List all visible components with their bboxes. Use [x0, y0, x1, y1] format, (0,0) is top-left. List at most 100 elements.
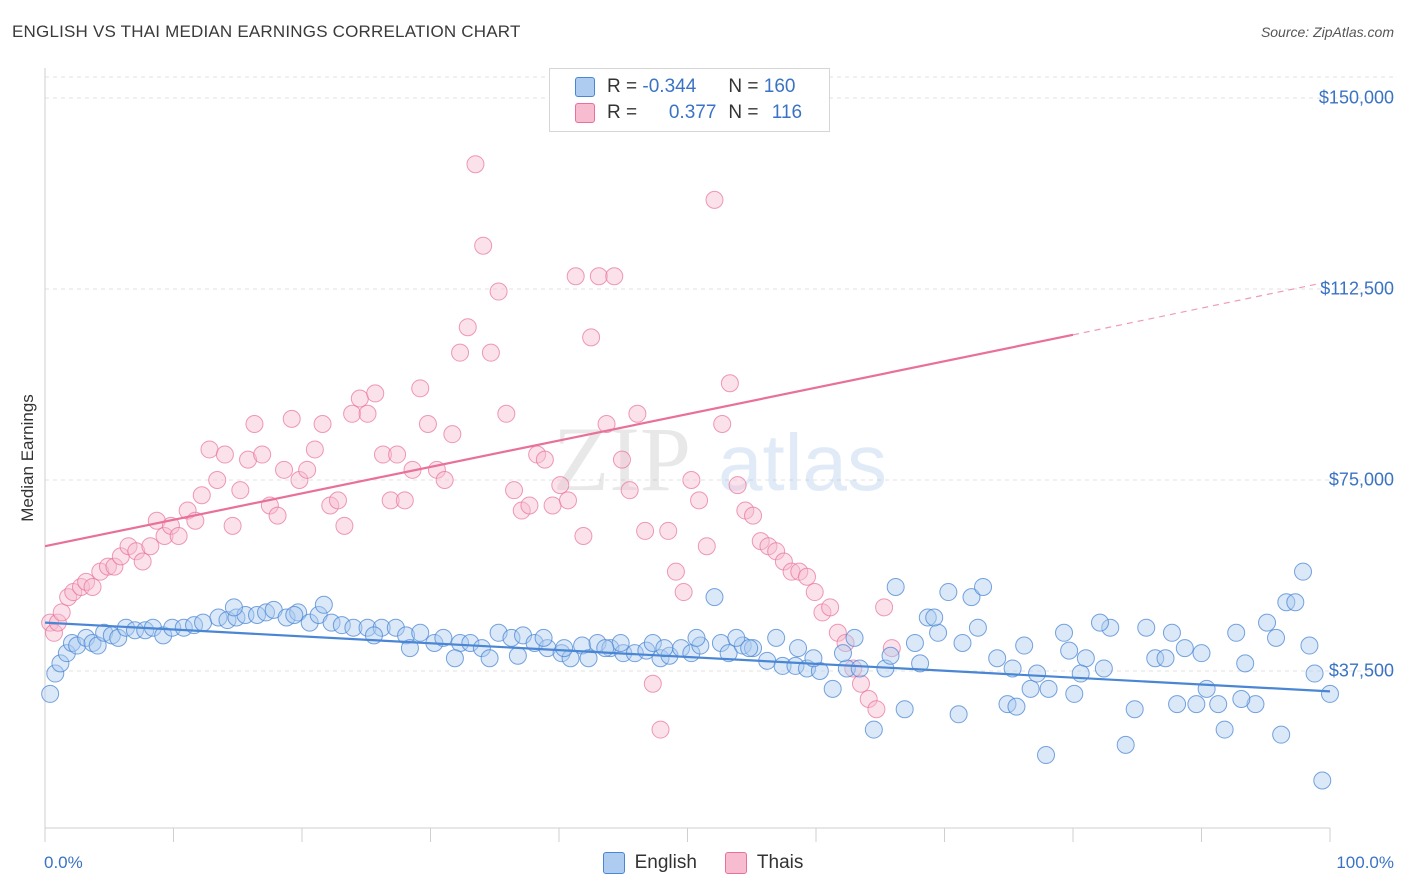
english-point — [1037, 746, 1056, 765]
english-point — [1137, 618, 1156, 637]
thais-point — [443, 425, 462, 444]
english-point — [434, 628, 453, 647]
n-label: N = — [728, 102, 759, 123]
thais-point — [574, 527, 593, 546]
english-point — [534, 628, 553, 647]
english-point — [1175, 639, 1194, 658]
thais-point — [836, 633, 855, 652]
english-point — [1060, 641, 1079, 660]
thais-point — [200, 440, 219, 459]
thais-point — [215, 445, 234, 464]
thais-point — [666, 562, 685, 581]
english-point — [1125, 700, 1144, 719]
trend-lines — [44, 280, 1331, 693]
english-point — [83, 633, 102, 652]
english-point — [1246, 695, 1265, 714]
english-point — [552, 644, 571, 663]
english-point — [285, 605, 304, 624]
thais-point — [253, 445, 272, 464]
thais-point — [435, 471, 454, 489]
thais-point — [155, 527, 174, 546]
legend-item-english: English — [602, 852, 697, 874]
thais-point — [643, 674, 662, 693]
thais-point — [474, 236, 493, 255]
y-tick-label: $112,500 — [1320, 278, 1394, 299]
english-point — [1227, 623, 1246, 642]
thais-point — [535, 450, 554, 469]
english-point — [1003, 659, 1022, 678]
source-label: Source: ZipAtlas.com — [1260, 24, 1394, 40]
grid-lines — [45, 76, 1393, 672]
english-point — [508, 646, 527, 665]
english-point — [461, 633, 480, 652]
english-point — [974, 577, 993, 596]
thais-point — [844, 659, 863, 678]
english-point — [740, 639, 759, 658]
english-point — [953, 633, 972, 652]
thais-point — [767, 542, 786, 561]
thais-point — [59, 588, 78, 607]
english-point — [1101, 618, 1120, 637]
english-point — [125, 621, 144, 640]
english-point — [300, 613, 319, 632]
thais-point — [612, 450, 631, 469]
thais-point — [713, 414, 732, 433]
thais-point — [505, 481, 524, 500]
english-point — [1197, 679, 1216, 698]
thais-point — [231, 481, 250, 500]
thais-point — [275, 460, 294, 479]
thais-point — [620, 481, 639, 500]
english-point — [502, 628, 521, 647]
english-point — [925, 608, 944, 627]
english-point — [224, 598, 243, 617]
watermark-atlas: atlas — [718, 418, 887, 507]
thais-point — [551, 476, 570, 495]
english-point — [332, 616, 351, 635]
thais-point — [127, 542, 146, 561]
thais-point — [451, 343, 470, 362]
english-point — [1267, 628, 1286, 647]
thais-point — [282, 409, 301, 428]
stats-row-english: R = -0.344 N = 160 — [575, 74, 795, 100]
english-point — [314, 595, 333, 614]
english-point — [174, 618, 193, 637]
english-point — [57, 644, 76, 663]
english-point — [949, 705, 968, 724]
thais-point — [169, 527, 188, 546]
english-point — [41, 684, 60, 703]
english-point — [611, 633, 630, 652]
chart-title: ENGLISH VS THAI MEDIAN EARNINGS CORRELAT… — [12, 22, 521, 41]
thais-point — [83, 577, 102, 596]
english-point — [51, 654, 70, 673]
english-point — [1305, 664, 1324, 683]
english-point — [472, 639, 491, 658]
r-label: R = — [607, 76, 638, 97]
thais-point — [859, 690, 878, 709]
legend-item-thais: Thais — [724, 852, 803, 874]
english-point — [719, 644, 738, 663]
thais-point — [597, 414, 616, 433]
english-point — [1076, 649, 1095, 668]
english-point — [744, 639, 763, 658]
english-point — [905, 633, 924, 652]
english-point — [1286, 593, 1305, 612]
english-point — [1232, 690, 1251, 709]
english-point — [1215, 720, 1234, 739]
english-point — [46, 664, 65, 683]
english-point — [1162, 623, 1181, 642]
thais-point — [875, 598, 894, 617]
thais-series — [41, 155, 901, 739]
english-point — [1071, 664, 1090, 683]
english-point — [886, 577, 905, 596]
thais-point — [358, 404, 377, 423]
english-point — [579, 649, 598, 668]
english-point — [1258, 613, 1277, 632]
thais-point — [543, 496, 562, 515]
english-point — [1294, 562, 1313, 581]
r-label: R = — [607, 102, 638, 123]
thais-point — [343, 404, 362, 423]
thais-point — [651, 720, 670, 739]
thais-point — [366, 384, 385, 403]
thais-point — [605, 267, 624, 286]
english-point — [1065, 684, 1084, 703]
